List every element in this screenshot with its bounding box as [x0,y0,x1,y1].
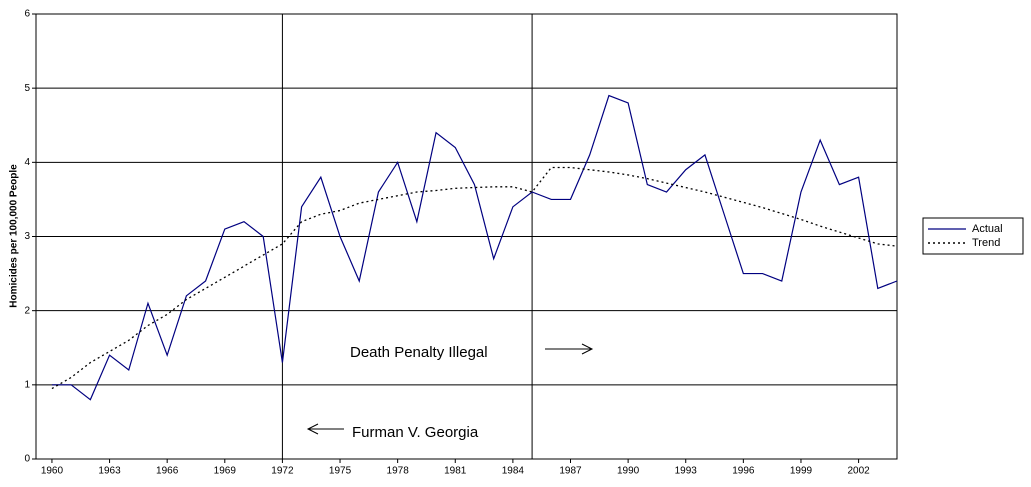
y-tick-label: 6 [24,9,30,20]
x-tick-label: 1996 [732,466,755,477]
x-tick-label: 1975 [329,466,352,477]
annotation: Death Penalty Illegal [350,344,488,361]
y-axis-label: Homicides per 100,000 People [9,164,20,308]
x-tick-label: 1999 [790,466,813,477]
y-tick-label: 0 [24,454,30,465]
x-tick-label: 1987 [559,466,582,477]
arrow-head [581,343,594,355]
x-tick-label: 1990 [617,466,640,477]
x-tick-label: 1966 [156,466,179,477]
x-tick-label: 1960 [41,466,64,477]
legend [922,217,1024,255]
arrow-head [306,423,319,435]
x-tick-label: 1972 [271,466,294,477]
x-tick-label: 2002 [847,466,870,477]
y-tick-label: 5 [24,83,30,94]
x-tick-label: 1984 [502,466,525,477]
x-tick-label: 1993 [675,466,698,477]
annotation: Furman V. Georgia [352,424,479,441]
x-tick-label: 1969 [214,466,237,477]
y-tick-label: 2 [24,305,30,316]
x-tick-label: 1981 [444,466,467,477]
x-tick-label: 1978 [387,466,410,477]
legend-label: Trend [972,237,1000,249]
y-tick-label: 4 [24,157,30,168]
y-tick-label: 1 [24,379,30,390]
series-line [51,94,898,401]
y-tick-label: 3 [24,231,30,242]
legend-label: Actual [972,223,1003,235]
x-tick-label: 1963 [98,466,121,477]
